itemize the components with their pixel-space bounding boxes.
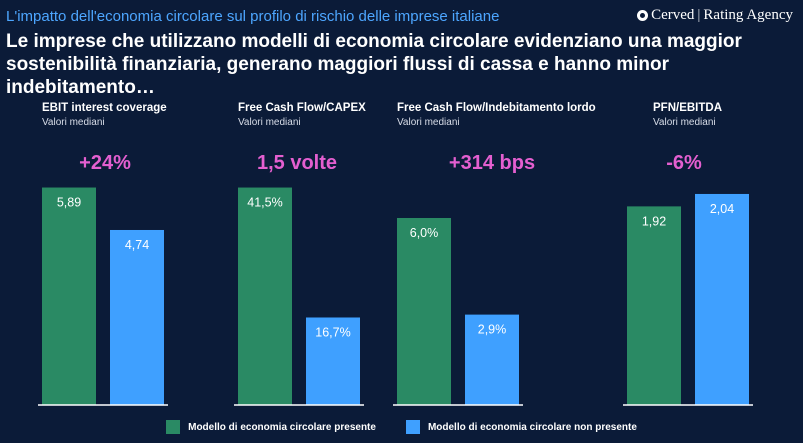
logo-text-right: Rating Agency	[703, 7, 793, 23]
legend-item-present: Modello di economia circolare presente	[166, 420, 376, 434]
chart-title: Free Cash Flow/CAPEX	[238, 102, 366, 114]
legend: Modello di economia circolare presente M…	[0, 420, 803, 434]
headline: Le imprese che utilizzano modelli di eco…	[6, 31, 742, 98]
logo-separator: |	[697, 7, 701, 23]
bar-value-label: 1,92	[642, 214, 666, 228]
bar-value-label: 2,04	[710, 202, 734, 216]
bar	[110, 229, 164, 405]
chart-subtitle: Valori mediani	[653, 117, 716, 128]
bar-value-label: 6,0%	[410, 226, 439, 240]
chart-highlight: -6%	[666, 152, 702, 174]
bar-value-label: 2,9%	[478, 323, 507, 337]
chart-title: Free Cash Flow/Indebitamento lordo	[397, 102, 596, 114]
bar-value-label: 16,7%	[315, 325, 350, 339]
chart-highlight: +24%	[79, 152, 131, 174]
chart-subtitle: Valori mediani	[397, 117, 460, 128]
bar	[306, 317, 360, 405]
chart-subtitle: Valori mediani	[238, 117, 301, 128]
chart-highlight: +314 bps	[449, 152, 535, 174]
bar-value-label: 5,89	[57, 196, 81, 210]
chart-highlight: 1,5 volte	[257, 152, 337, 174]
bar	[238, 187, 292, 405]
chart-subtitle: Valori mediani	[42, 117, 105, 128]
report-subtitle: L'impatto dell'economia circolare sul pr…	[6, 8, 500, 25]
bar-value-label: 41,5%	[247, 196, 282, 210]
cerved-logo-icon	[637, 10, 649, 21]
logo-text-left: Cerved	[651, 7, 695, 23]
legend-label-absent: Modello di economia circolare non presen…	[427, 421, 637, 433]
chart-title: PFN/EBITDA	[653, 102, 722, 114]
bar	[42, 187, 96, 405]
chart-title: EBIT interest coverage	[42, 102, 167, 114]
legend-swatch-green	[166, 420, 181, 434]
bar	[465, 314, 519, 405]
legend-swatch-blue	[405, 420, 420, 434]
bar	[695, 193, 749, 405]
bar	[397, 217, 451, 405]
legend-item-absent: Modello di economia circolare non presen…	[405, 420, 637, 434]
cerved-logo: Cerved | Rating Agency	[637, 7, 793, 24]
bar	[627, 206, 681, 405]
bar-value-label: 4,74	[125, 238, 149, 252]
legend-label-present: Modello di economia circolare presente	[188, 421, 376, 433]
